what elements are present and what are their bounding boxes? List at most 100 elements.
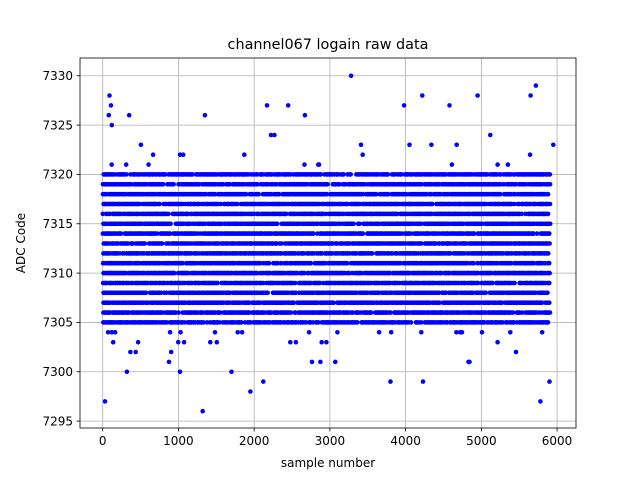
data-point xyxy=(419,330,424,335)
data-point xyxy=(408,320,414,325)
data-point xyxy=(454,142,460,148)
data-point xyxy=(368,310,374,315)
data-point xyxy=(385,172,391,177)
data-point xyxy=(325,182,330,187)
data-point xyxy=(407,142,412,148)
data-point xyxy=(138,142,144,148)
data-point xyxy=(272,132,277,138)
data-point xyxy=(235,330,240,335)
data-point xyxy=(239,320,244,325)
data-point xyxy=(333,359,338,365)
data-point xyxy=(483,290,488,296)
data-point xyxy=(311,231,316,236)
data-point xyxy=(376,330,382,335)
data-point xyxy=(488,132,493,138)
data-point xyxy=(274,221,280,227)
data-point xyxy=(201,320,206,325)
data-point xyxy=(309,359,315,365)
data-point xyxy=(429,201,435,207)
data-point xyxy=(505,162,511,167)
data-point xyxy=(157,201,162,207)
data-point xyxy=(118,231,124,236)
data-point xyxy=(123,162,129,167)
data-point xyxy=(166,211,171,217)
data-point xyxy=(358,142,364,148)
data-point xyxy=(318,359,323,365)
data-point xyxy=(335,330,340,335)
data-point xyxy=(180,260,185,266)
data-point xyxy=(354,320,360,325)
data-point xyxy=(166,359,172,365)
data-point xyxy=(167,231,173,236)
data-point xyxy=(495,339,500,345)
data-point xyxy=(112,330,118,335)
data-point xyxy=(168,349,174,355)
data-point xyxy=(360,152,366,157)
data-point xyxy=(265,290,271,296)
data-point xyxy=(160,182,166,187)
data-point xyxy=(180,152,186,157)
data-point xyxy=(308,260,314,266)
data-point xyxy=(218,201,224,207)
data-point xyxy=(306,330,312,335)
data-point xyxy=(109,330,115,335)
data-point xyxy=(154,231,160,236)
data-point xyxy=(288,339,293,345)
data-point xyxy=(239,330,245,335)
data-point xyxy=(243,191,249,197)
data-point xyxy=(167,330,173,335)
data-point xyxy=(302,162,307,167)
data-point xyxy=(214,339,220,345)
data-point xyxy=(159,241,165,246)
data-point xyxy=(369,251,375,256)
data-point xyxy=(324,339,329,345)
data-point xyxy=(348,172,354,177)
data-point xyxy=(215,280,220,286)
data-point xyxy=(110,339,116,345)
data-point xyxy=(143,290,149,296)
data-point xyxy=(181,339,187,345)
data-point xyxy=(316,162,322,167)
data-point xyxy=(217,320,222,325)
data-point xyxy=(208,339,213,345)
data-point xyxy=(467,359,472,365)
data-point xyxy=(449,162,455,167)
data-point xyxy=(479,330,485,335)
data-point xyxy=(150,152,156,157)
data-point xyxy=(100,211,106,217)
data-point xyxy=(256,191,262,197)
data-point xyxy=(218,310,223,315)
data-point xyxy=(360,231,366,236)
data-point xyxy=(388,330,394,335)
data-point xyxy=(128,349,133,355)
data-point xyxy=(124,172,129,177)
data-point xyxy=(172,270,177,276)
data-point xyxy=(146,162,151,167)
data-point xyxy=(293,339,299,345)
data-point xyxy=(168,221,173,227)
data-point xyxy=(429,142,434,148)
data-point xyxy=(235,201,240,207)
data-point xyxy=(319,339,325,345)
data-point xyxy=(109,162,114,167)
data-point xyxy=(459,330,465,335)
data-point xyxy=(351,221,356,227)
data-point xyxy=(242,152,247,157)
data-point xyxy=(135,339,141,345)
data-point xyxy=(190,172,195,177)
data-point xyxy=(162,172,168,177)
data-points xyxy=(100,73,556,414)
data-point xyxy=(212,330,218,335)
data-point xyxy=(247,310,252,315)
data-point xyxy=(171,182,176,187)
data-point xyxy=(133,349,138,355)
data-point xyxy=(176,310,181,315)
data-point xyxy=(495,162,500,167)
data-point xyxy=(178,330,183,335)
data-point xyxy=(266,260,272,266)
data-point xyxy=(175,339,181,345)
data-point xyxy=(105,330,111,335)
data-point xyxy=(142,241,148,246)
